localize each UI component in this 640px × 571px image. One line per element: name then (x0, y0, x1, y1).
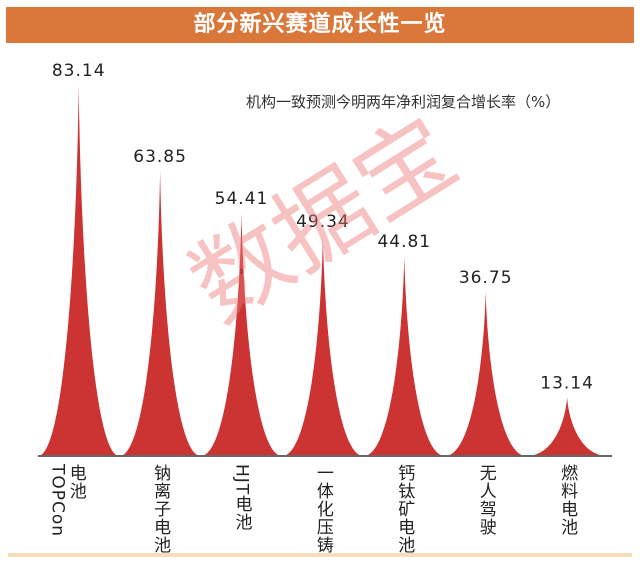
value-label: 13.14 (540, 373, 594, 393)
spike-series (38, 85, 608, 456)
category-label: 电池 (65, 464, 86, 500)
value-label: 63.85 (133, 147, 187, 167)
value-label: 83.14 (52, 61, 106, 81)
value-label: 54.41 (215, 189, 269, 209)
category-label: 钠离子电池 (150, 464, 171, 554)
chart-title: 部分新兴赛道成长性一览 (6, 7, 634, 43)
category-label: 一体化压铸 (312, 464, 333, 554)
spike-7 (526, 397, 608, 456)
category-label: 钙钛矿电池 (394, 464, 415, 554)
category-label: 无人驾驶 (475, 464, 496, 536)
spike-6 (445, 292, 527, 456)
spike-2 (119, 171, 201, 456)
spike-1 (38, 85, 120, 456)
spike-4 (282, 235, 364, 456)
value-label: 49.34 (296, 212, 350, 232)
spike-3 (200, 213, 283, 456)
value-label: 36.75 (459, 268, 513, 288)
bottom-divider (8, 553, 632, 557)
chart-subtitle: 机构一致预测今明两年净利润复合增长率（%） (246, 93, 561, 111)
category-label: HJT电池 (231, 464, 252, 532)
category-label: TOPCon (47, 464, 68, 538)
value-labels: 83.14 63.85 54.41 49.34 44.81 36.75 13.14 (52, 61, 594, 393)
spike-5 (363, 256, 445, 456)
value-label: 44.81 (377, 232, 431, 252)
category-label: 燃料电池 (557, 464, 578, 536)
